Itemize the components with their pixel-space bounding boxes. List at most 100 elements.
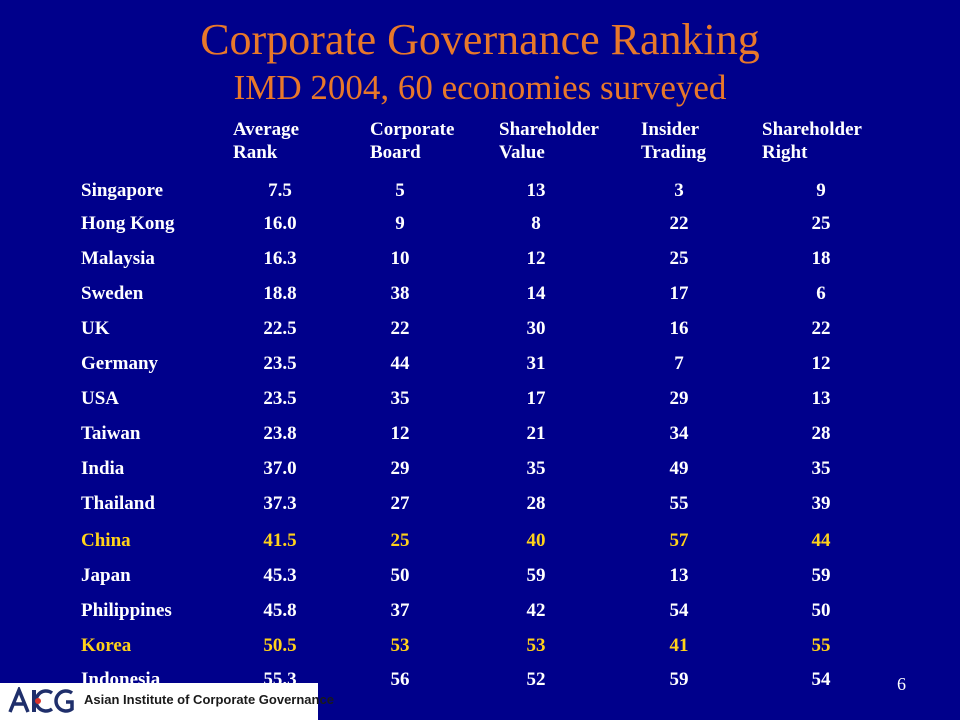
- country-name: USA: [81, 388, 120, 409]
- country-name: Germany: [81, 353, 159, 374]
- table-row: Philippines 45.8 37 42 54 50: [0, 593, 960, 629]
- shareholder-right-rank: 12: [811, 353, 831, 374]
- shareholder-right-rank: 25: [811, 213, 831, 234]
- corporate-board-rank: 22: [390, 318, 410, 339]
- average-rank: 37.0: [263, 458, 297, 479]
- corporate-board-rank: 44: [390, 353, 410, 374]
- corporate-board-rank: 38: [390, 283, 410, 304]
- insider-trading-rank: 57: [669, 530, 689, 551]
- shareholder-value-rank: 8: [531, 213, 541, 234]
- table-row: Hong Kong 16.0 9 8 22 25: [0, 206, 960, 242]
- insider-trading-rank: 22: [669, 213, 689, 234]
- average-rank: 41.5: [263, 530, 297, 551]
- corporate-board-rank: 29: [390, 458, 410, 479]
- aicg-logo-mark: [8, 687, 76, 715]
- shareholder-right-rank: 9: [816, 180, 826, 201]
- table-row: Thailand 37.3 27 28 55 39: [0, 486, 960, 522]
- average-rank: 37.3: [263, 493, 297, 514]
- country-name: UK: [81, 318, 110, 339]
- aicg-logo: Asian Institute of Corporate Governance: [0, 683, 334, 720]
- header-shareholder-right: Shareholder Right: [762, 119, 862, 163]
- shareholder-value-rank: 17: [526, 388, 546, 409]
- shareholder-value-rank: 35: [526, 458, 546, 479]
- table-row: Taiwan 23.8 12 21 34 28: [0, 416, 960, 452]
- table-row: Germany 23.5 44 31 7 12: [0, 346, 960, 382]
- shareholder-right-rank: 59: [811, 565, 831, 586]
- insider-trading-rank: 13: [669, 565, 689, 586]
- insider-trading-rank: 7: [674, 353, 684, 374]
- country-name: China: [81, 530, 131, 551]
- shareholder-right-rank: 22: [811, 318, 831, 339]
- country-name: Korea: [81, 635, 132, 656]
- shareholder-right-rank: 35: [811, 458, 831, 479]
- average-rank: 50.5: [263, 635, 297, 656]
- shareholder-value-rank: 53: [526, 635, 546, 656]
- shareholder-right-rank: 6: [816, 283, 826, 304]
- country-name: Japan: [81, 565, 131, 586]
- page-number: 6: [897, 674, 906, 694]
- country-name: India: [81, 458, 125, 479]
- shareholder-value-rank: 21: [526, 423, 546, 444]
- header-insider-trading: Insider Trading: [641, 119, 707, 163]
- table-row-highlighted: Korea 50.5 53 53 41 55: [0, 628, 960, 664]
- shareholder-value-rank: 31: [526, 353, 546, 374]
- insider-trading-rank: 25: [669, 248, 689, 269]
- average-rank: 23.5: [263, 388, 297, 409]
- header-corporate-board: Corporate Board: [370, 119, 455, 163]
- country-name: Taiwan: [81, 423, 141, 444]
- average-rank: 16.3: [263, 248, 297, 269]
- country-name: Malaysia: [81, 248, 155, 269]
- insider-trading-rank: 41: [669, 635, 689, 656]
- average-rank: 22.5: [263, 318, 297, 339]
- shareholder-value-rank: 42: [526, 600, 546, 621]
- country-name: Philippines: [81, 600, 172, 621]
- table-row: Sweden 18.8 38 14 17 6: [0, 276, 960, 312]
- corporate-board-rank: 25: [390, 530, 410, 551]
- corporate-board-rank: 37: [390, 600, 410, 621]
- insider-trading-rank: 49: [669, 458, 689, 479]
- corporate-board-rank: 56: [390, 669, 410, 690]
- average-rank: 23.8: [263, 423, 297, 444]
- shareholder-right-rank: 39: [811, 493, 831, 514]
- table-row-highlighted: China 41.5 25 40 57 44: [0, 523, 960, 559]
- table-row: UK 22.5 22 30 16 22: [0, 311, 960, 347]
- average-rank: 23.5: [263, 353, 297, 374]
- header-average-rank: Average Rank: [233, 119, 300, 163]
- table-row: Malaysia 16.3 10 12 25 18: [0, 241, 960, 277]
- corporate-board-rank: 12: [390, 423, 410, 444]
- shareholder-right-rank: 28: [811, 423, 831, 444]
- shareholder-right-rank: 55: [811, 635, 831, 656]
- table-row: Singapore 7.5 5 13 3 9: [0, 173, 960, 209]
- shareholder-right-rank: 50: [811, 600, 831, 621]
- corporate-board-rank: 53: [390, 635, 410, 656]
- corporate-board-rank: 9: [395, 213, 405, 234]
- corporate-board-rank: 5: [395, 180, 405, 201]
- shareholder-value-rank: 52: [526, 669, 546, 690]
- shareholder-right-rank: 54: [811, 669, 831, 690]
- shareholder-value-rank: 40: [526, 530, 546, 551]
- shareholder-right-rank: 18: [811, 248, 831, 269]
- logo-text: Asian Institute of Corporate Governance: [84, 692, 334, 707]
- shareholder-value-rank: 28: [526, 493, 546, 514]
- average-rank: 18.8: [263, 283, 297, 304]
- country-name: Hong Kong: [81, 213, 175, 234]
- shareholder-value-rank: 14: [526, 283, 546, 304]
- insider-trading-rank: 55: [669, 493, 689, 514]
- table-row: Japan 45.3 50 59 13 59: [0, 558, 960, 594]
- table-row: USA 23.5 35 17 29 13: [0, 381, 960, 417]
- shareholder-value-rank: 59: [526, 565, 546, 586]
- country-name: Thailand: [81, 493, 155, 514]
- insider-trading-rank: 17: [669, 283, 689, 304]
- corporate-board-rank: 50: [390, 565, 410, 586]
- average-rank: 45.8: [263, 600, 297, 621]
- table-row: India 37.0 29 35 49 35: [0, 451, 960, 487]
- shareholder-value-rank: 12: [526, 248, 546, 269]
- slide-subtitle: IMD 2004, 60 economies surveyed: [233, 68, 727, 107]
- shareholder-value-rank: 13: [526, 180, 546, 201]
- corporate-board-rank: 35: [390, 388, 410, 409]
- corporate-board-rank: 10: [390, 248, 410, 269]
- insider-trading-rank: 29: [669, 388, 689, 409]
- shareholder-value-rank: 30: [526, 318, 546, 339]
- insider-trading-rank: 59: [669, 669, 689, 690]
- average-rank: 7.5: [268, 180, 292, 201]
